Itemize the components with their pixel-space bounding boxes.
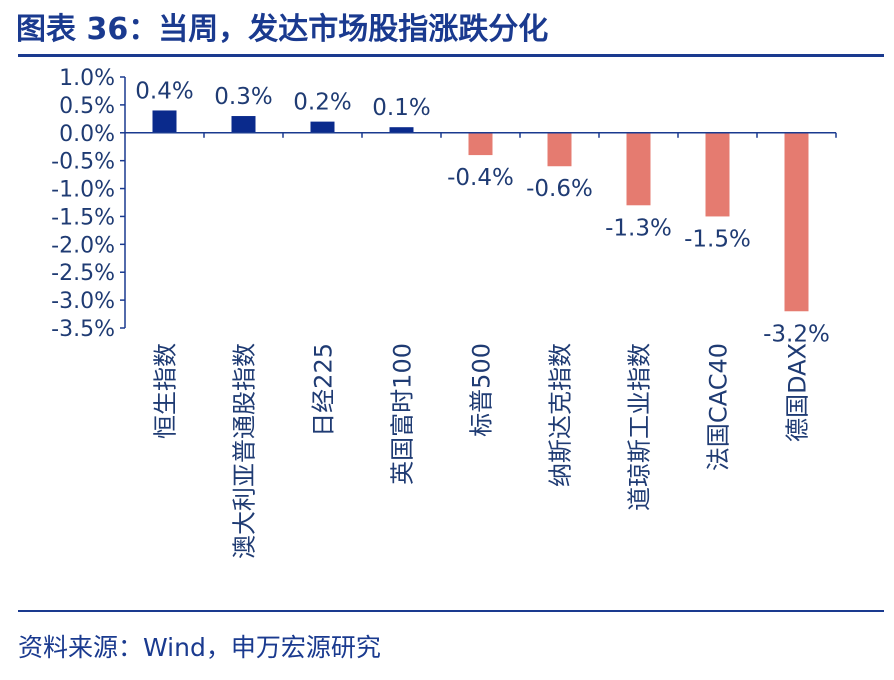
x-tick-label: 标普500 [468, 343, 496, 437]
bar [231, 116, 256, 133]
data-label: 0.1% [372, 95, 430, 121]
bar [389, 127, 414, 133]
bar [626, 132, 651, 206]
data-label: -1.5% [684, 226, 751, 252]
data-label: -0.6% [526, 176, 593, 202]
x-tick-label: 德国DAX [784, 343, 812, 442]
bar [547, 132, 572, 167]
x-tick-label: 澳大利亚普通股指数 [231, 343, 259, 559]
y-tick-label: 1.0% [59, 66, 115, 91]
x-tick-label: 英国富时100 [389, 343, 417, 485]
y-tick-label: -0.5% [51, 150, 115, 175]
data-label: -0.4% [447, 165, 514, 191]
y-tick-label: -1.5% [51, 205, 115, 230]
category-labels: 恒生指数 澳大利亚普通股指数 日经225 英国富时100 标普500 纳斯达克指数 道琼斯工… [152, 343, 812, 559]
bar [705, 132, 730, 217]
value-labels: 0.4% 0.3% 0.2% 0.1% -0.4% -0.6% -1.3% -1.5% -3.2… [135, 78, 830, 347]
footer-divider [18, 610, 884, 612]
y-axis: 1.0% 0.5% 0.0% -0.5% -1.0%-1.5% -2.0% -2.5% -3.… [51, 66, 126, 342]
y-tick-label: -2.0% [51, 233, 115, 258]
y-tick-label: -2.5% [51, 261, 115, 286]
y-tick-label: -3.0% [51, 289, 115, 314]
source-note: 资料来源：Wind，申万宏源研究 [18, 633, 381, 662]
title-divider [18, 54, 884, 57]
y-tick-label: -3.5% [51, 317, 115, 342]
x-tick-label: 恒生指数 [152, 343, 180, 439]
bar [468, 132, 493, 156]
data-label: 0.4% [135, 78, 193, 104]
bar-chart: 1.0%0.5%0.0%-0.5%-1.0%-1.5%-2.0%-2.5%-3.… [51, 66, 837, 559]
chart-title: 图表 36：当周，发达市场股指涨跌分化 [16, 12, 549, 47]
x-tick-label: 法国CAC40 [705, 343, 733, 471]
bars [152, 110, 809, 312]
data-label: -3.2% [763, 321, 830, 347]
bar [784, 132, 809, 312]
x-tick-label: 纳斯达克指数 [547, 343, 575, 487]
data-label: -1.3% [605, 215, 672, 241]
x-tick-label: 道琼斯工业指数 [626, 343, 654, 511]
x-tick-label: 日经225 [310, 343, 338, 437]
bar [152, 110, 177, 133]
y-tick-label: -1.0% [51, 178, 115, 203]
y-tick-label: 0.0% [59, 122, 115, 147]
bar [310, 121, 335, 133]
data-label: 0.3% [214, 84, 272, 110]
data-label: 0.2% [293, 90, 351, 116]
y-tick-label: 0.5% [59, 94, 115, 119]
zero-line [125, 132, 837, 138]
